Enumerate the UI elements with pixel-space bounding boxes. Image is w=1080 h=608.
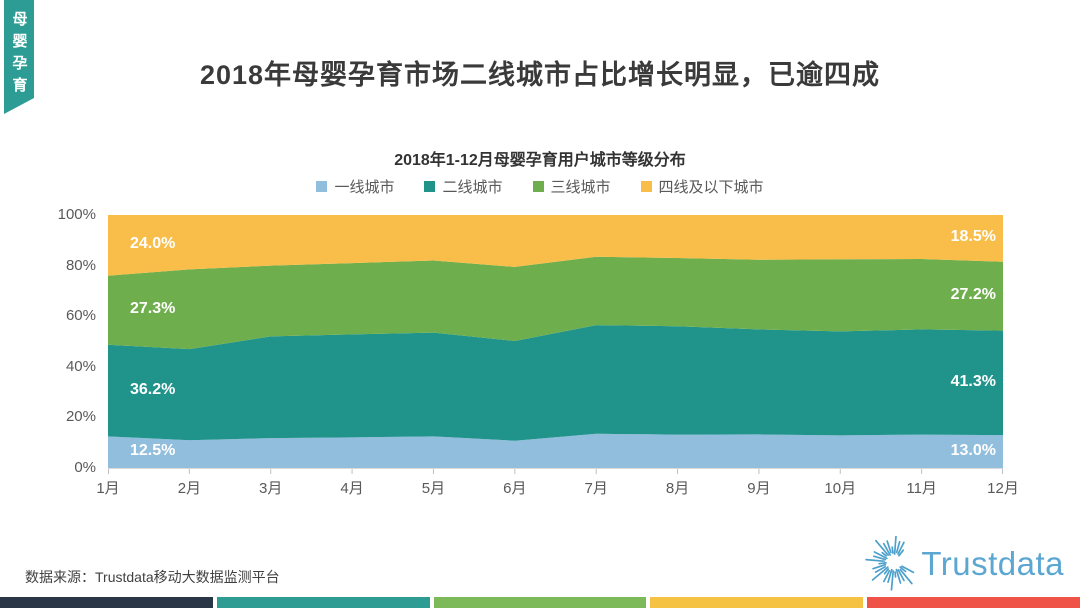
- sunburst-ray: [875, 565, 887, 573]
- x-tick-label: 10月: [824, 480, 857, 497]
- y-tick-label: 0%: [74, 459, 96, 476]
- y-tick-label: 100%: [57, 206, 96, 223]
- legend-item-四线及以下城市[interactable]: 四线及以下城市: [640, 176, 764, 197]
- sunburst-ray: [865, 558, 886, 563]
- legend-label: 四线及以下城市: [658, 179, 764, 196]
- y-axis-tick-labels: 100% 80% 60% 40% 20% 0%: [52, 206, 102, 476]
- footer-stripe: [867, 597, 1080, 608]
- sunburst-ray: [881, 551, 888, 557]
- x-tick-label: 6月: [503, 480, 527, 497]
- y-tick-label: 40%: [65, 357, 96, 375]
- footer-stripe: [0, 597, 213, 608]
- legend-item-三线城市[interactable]: 三线城市: [532, 176, 611, 197]
- chart-legend: 一线城市 二线城市 三线城市 四线及以下城市: [0, 176, 1080, 197]
- sunburst-ray: [886, 540, 893, 554]
- footer-stripe: [216, 597, 430, 608]
- legend-label: 二线城市: [442, 179, 503, 196]
- y-tick-label: 60%: [65, 307, 96, 325]
- stacked-area-svg: [108, 215, 1003, 474]
- sunburst-ray: [887, 568, 893, 583]
- y-tick-label: 20%: [65, 408, 96, 426]
- sunburst-ray: [897, 569, 906, 582]
- sunburst-ray: [883, 542, 892, 556]
- x-tick-label: 1月: [96, 480, 120, 497]
- sunburst-ray: [899, 568, 914, 585]
- sunburst-ray: [898, 549, 905, 557]
- legend-label: 三线城市: [550, 179, 611, 196]
- area-band-一线城市: [108, 433, 1003, 468]
- x-tick-label: 5月: [421, 480, 446, 497]
- x-tick-label: 12月: [987, 480, 1019, 497]
- stacked-area-chart: [108, 215, 1003, 474]
- x-tick-label: 4月: [340, 480, 364, 497]
- legend-item-一线城市[interactable]: 一线城市: [316, 176, 394, 197]
- sunburst-ray: [875, 539, 890, 556]
- legend-swatch-icon: [316, 181, 328, 192]
- x-tick-label: 3月: [259, 480, 283, 497]
- area-band-三线城市: [108, 256, 1003, 350]
- area-band-四线及以下城市: [108, 215, 1003, 276]
- sunburst-icon: [865, 536, 915, 591]
- chart-title: 2018年1-12月母婴孕育用户城市等级分布: [394, 152, 686, 169]
- y-tick-label: 80%: [65, 256, 96, 274]
- trustdata-logo-text: Trustdata: [921, 545, 1064, 582]
- sunburst-ray: [872, 563, 887, 570]
- x-tick-label: 11月: [906, 480, 937, 497]
- category-ribbon-label: 母婴孕育: [10, 11, 28, 99]
- x-axis-tick-labels: 1月 2月 3月 4月 5月 6月 7月 8月 9月 10月 11月 12月: [96, 477, 1019, 497]
- legend-label: 一线城市: [334, 179, 395, 196]
- sunburst-ray: [894, 536, 898, 555]
- footer-stripe: [433, 597, 647, 608]
- sunburst-ray: [894, 571, 897, 578]
- sunburst-ray: [897, 541, 906, 555]
- sunburst-ray: [901, 565, 915, 574]
- sunburst-ray: [890, 570, 895, 591]
- source-note: 数据来源：Trustdata移动大数据监测平台: [25, 569, 280, 585]
- sunburst-ray: [895, 568, 902, 584]
- category-ribbon-tab[interactable]: 母婴孕育: [4, 0, 34, 114]
- x-tick-label: 8月: [665, 480, 690, 497]
- area-band-二线城市: [108, 325, 1003, 441]
- legend-swatch-icon: [640, 181, 652, 192]
- trustdata-logo: Trustdata: [865, 536, 1064, 592]
- legend-swatch-icon: [424, 181, 436, 192]
- sunburst-ray: [878, 562, 888, 565]
- x-tick-label: 9月: [747, 480, 771, 497]
- footer-color-stripes: [0, 597, 1080, 608]
- sunburst-ray: [884, 568, 890, 575]
- legend-swatch-icon: [532, 181, 544, 192]
- sunburst-ray: [891, 546, 895, 554]
- sunburst-ray: [899, 566, 907, 573]
- sunburst-ray: [873, 551, 889, 560]
- legend-item-二线城市[interactable]: 二线城市: [424, 176, 503, 197]
- x-tick-label: 2月: [177, 480, 202, 497]
- footer-stripe: [650, 597, 864, 608]
- sunburst-ray: [873, 555, 887, 561]
- sunburst-ray: [872, 566, 890, 581]
- sunburst-ray: [896, 540, 901, 554]
- x-tick-label: 7月: [584, 480, 608, 497]
- sunburst-ray: [883, 570, 891, 583]
- page-title: 2018年母婴孕育市场二线城市占比增长明显，已逾四成: [199, 60, 881, 90]
